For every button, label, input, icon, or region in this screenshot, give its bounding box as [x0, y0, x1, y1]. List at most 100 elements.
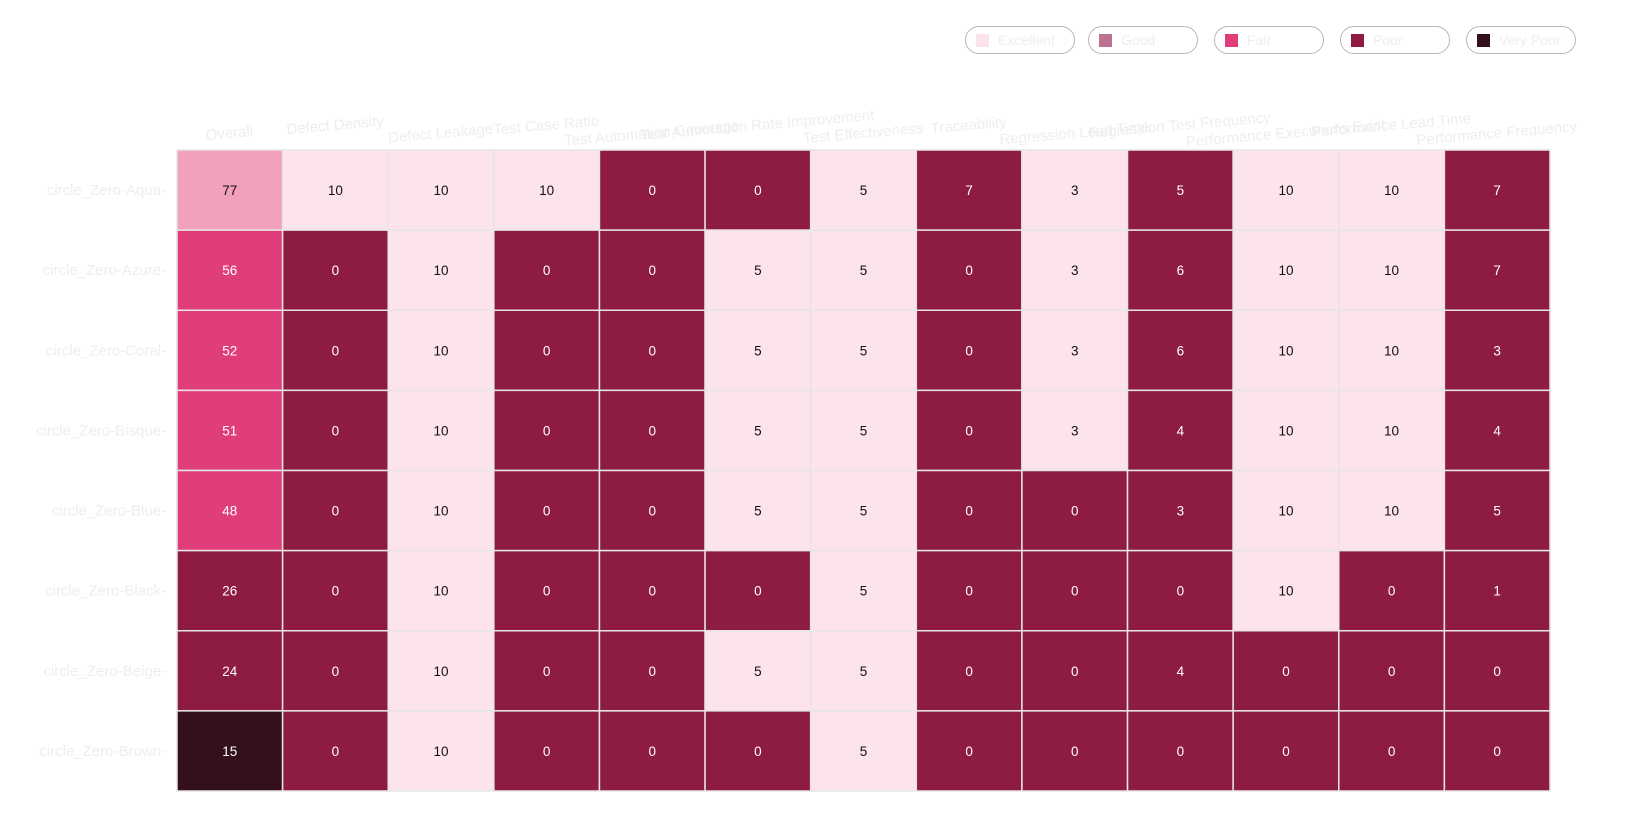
heatmap-cell: [915, 710, 1023, 792]
heatmap-cell: [1232, 710, 1340, 792]
cell-value-label: 5: [860, 744, 868, 759]
heatmap-cell: [1021, 469, 1129, 552]
cell-value-label: 5: [1177, 183, 1185, 198]
cell-value-label: 10: [1384, 504, 1399, 519]
cell-value-label: 0: [332, 423, 340, 438]
cell-value-label: 15: [222, 744, 237, 759]
cell-value-label: 77: [222, 183, 237, 198]
cell-value-label: 10: [434, 343, 449, 358]
cell-value-label: 0: [1388, 664, 1396, 679]
cell-value-label: 3: [1071, 263, 1079, 278]
cell-value-label: 0: [965, 343, 973, 358]
cell-value-label: 10: [1384, 343, 1399, 358]
heatmap-cell: [281, 309, 389, 392]
cell-value-label: 0: [649, 343, 657, 358]
cell-value-label: 10: [1278, 584, 1293, 599]
cell-value-label: 3: [1071, 423, 1079, 438]
cell-value-label: 0: [965, 504, 973, 519]
cell-value-label: 0: [965, 664, 973, 679]
cell-value-label: 0: [332, 263, 340, 278]
cell-value-label: 0: [965, 584, 973, 599]
cell-value-label: 10: [434, 584, 449, 599]
cell-value-label: 0: [754, 183, 762, 198]
heatmap-cell: [809, 229, 918, 311]
legend-item: Good: [1088, 26, 1198, 54]
row-label: circle_Zero-Bisque-: [36, 422, 166, 439]
cell-value-label: 10: [1278, 263, 1293, 278]
cell-value-label: 48: [222, 504, 237, 519]
heatmap-cell: [1126, 309, 1234, 392]
row-label: circle_Zero-Blue-: [52, 503, 166, 520]
heatmap-cell: [387, 229, 495, 311]
heatmap-cell: [1338, 309, 1446, 392]
cell-value-label: 0: [649, 584, 657, 599]
heatmap-cell: [704, 710, 812, 792]
heatmap-cell: [1443, 389, 1551, 472]
cell-value-label: 4: [1177, 423, 1185, 438]
cell-value-label: 0: [649, 504, 657, 519]
heatmap-cell: [281, 549, 389, 632]
cell-value-label: 0: [754, 584, 762, 599]
heatmap-cell: [1021, 389, 1129, 472]
cell-value-label: 4: [1177, 664, 1185, 679]
heatmap-cell: [176, 389, 284, 472]
heatmap-cell: [598, 469, 706, 552]
cell-value-label: 10: [434, 263, 449, 278]
cell-value-label: 10: [1278, 343, 1293, 358]
legend-item: Very Poor: [1466, 26, 1576, 54]
row-label: circle_Zero-Brown-: [39, 743, 166, 760]
cell-value-label: 1: [1493, 584, 1501, 599]
cell-value-label: 10: [539, 183, 554, 198]
heatmap-cell: [704, 630, 812, 712]
heatmap-cell: [1338, 149, 1446, 231]
heatmap-cell: [809, 309, 918, 392]
heatmap-cell: [915, 389, 1023, 472]
cell-value-label: 10: [1384, 263, 1399, 278]
row-label: circle_Zero-Aqua-: [47, 182, 166, 199]
heatmap-cell: [1338, 469, 1446, 552]
cell-value-label: 0: [543, 423, 551, 438]
row-label: circle_Zero-Azure-: [43, 262, 166, 279]
cell-value-label: 0: [1071, 664, 1079, 679]
heatmap-cell: [281, 630, 389, 712]
heatmap-cell: [176, 149, 284, 231]
heatmap-cell: [1443, 229, 1551, 311]
cell-value-label: 5: [860, 664, 868, 679]
heatmap-cell: [176, 549, 284, 632]
heatmap-cell: [387, 549, 495, 632]
heatmap-cell: [493, 710, 601, 792]
chart-legend: Excellent Good Fair Poor Very Poor: [0, 26, 1651, 58]
cell-value-label: 10: [434, 744, 449, 759]
cell-value-label: 7: [965, 183, 973, 198]
cell-value-label: 5: [860, 423, 868, 438]
heatmap-cell: [1443, 710, 1551, 792]
heatmap-cell: [915, 149, 1023, 231]
heatmap-cell: [704, 229, 812, 311]
heatmap-cell: [809, 710, 918, 792]
heatmap-cell: [1126, 630, 1234, 712]
cell-value-label: 0: [1071, 504, 1079, 519]
legend-item: Excellent: [965, 26, 1075, 54]
cell-value-label: 24: [222, 664, 238, 679]
legend-swatch: [1225, 33, 1238, 47]
column-label: Defect Density: [286, 113, 385, 138]
cell-value-label: 56: [222, 263, 237, 278]
heatmap-cell: [809, 630, 918, 712]
heatmap-cell: [598, 389, 706, 472]
heatmap-cell: [1338, 229, 1446, 311]
column-label: Defect Leakage: [388, 120, 494, 146]
cell-value-label: 0: [332, 504, 340, 519]
cell-value-label: 0: [1177, 744, 1185, 759]
cell-value-label: 7: [1493, 263, 1501, 278]
cell-value-label: 10: [1384, 423, 1399, 438]
cell-value-label: 5: [1493, 504, 1501, 519]
heatmap-cell: [809, 389, 918, 472]
cell-value-label: 5: [754, 423, 762, 438]
heatmap-cell: [915, 630, 1023, 712]
cell-value-label: 0: [965, 263, 973, 278]
heatmap-cell: [387, 389, 495, 472]
heatmap-cell: [1126, 149, 1234, 231]
cell-value-label: 3: [1493, 343, 1501, 358]
heatmap-cell: [809, 469, 918, 552]
